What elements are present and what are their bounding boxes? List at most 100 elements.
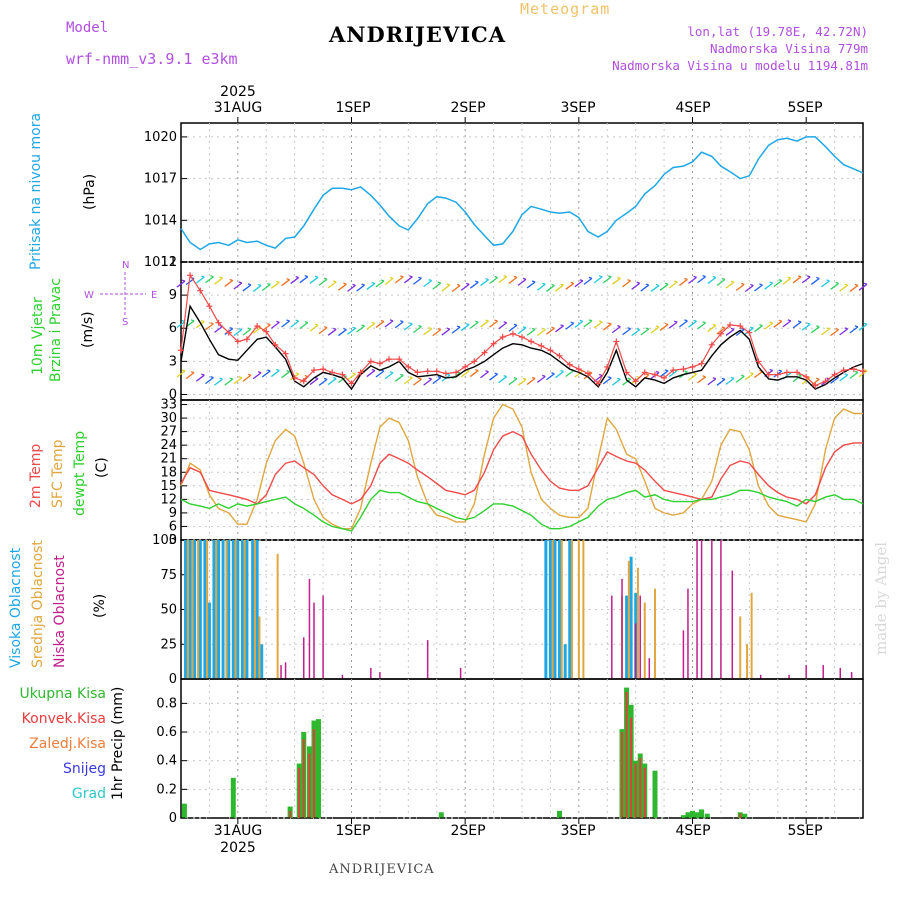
wind-barb-head <box>276 368 280 372</box>
wind-barb <box>764 322 774 330</box>
cloud-high-bar <box>227 540 231 679</box>
wind-barb <box>214 325 223 333</box>
wind-barb-head <box>304 275 308 278</box>
wind-barb-head <box>816 325 820 328</box>
precip-convective-bar <box>634 763 637 818</box>
wind-barb <box>659 283 669 291</box>
cloud-low-bar <box>788 674 790 679</box>
wind-barb-head <box>806 322 811 325</box>
wind-barb-head <box>446 283 451 286</box>
wind-barb-head <box>560 324 564 327</box>
wind-barb-head <box>522 277 527 281</box>
cloud-high-bar <box>188 540 192 679</box>
wind-barb <box>242 328 252 336</box>
wind-barb <box>366 282 376 290</box>
bottom-axis-day-4: 4SEP <box>675 823 711 839</box>
y-tick-label: 100 <box>152 533 177 548</box>
wind-barb <box>773 320 783 328</box>
y-tick-label: 1020 <box>144 130 177 145</box>
wind-barb-head <box>503 321 507 324</box>
wind-barb-head <box>778 369 782 372</box>
wind-barb-head <box>693 319 697 322</box>
bottom-axis-year: 2025 <box>220 840 256 856</box>
y-tick-label: 25 <box>160 637 177 652</box>
wind-barb <box>195 321 205 329</box>
model-label: Model <box>66 20 109 36</box>
wind-barb <box>640 284 650 292</box>
cloud-mid-bar <box>560 540 563 679</box>
cloud-high-bar <box>184 540 188 679</box>
cloud-mid-bar <box>627 560 630 679</box>
wind-barb-head <box>352 372 356 375</box>
cloud-low-bar <box>341 674 344 679</box>
wind-barb <box>801 276 811 284</box>
wind-barb <box>281 371 290 379</box>
wind-barb-head <box>485 277 489 281</box>
wind-barb <box>261 370 271 378</box>
y-tick-label: 9 <box>169 506 177 521</box>
wind-barb <box>460 370 470 378</box>
cloud-mid-bar <box>551 540 554 679</box>
wind-barb-head <box>797 374 802 377</box>
wind-barb-head <box>608 275 612 278</box>
wind-barb-head <box>835 281 839 285</box>
cloud-low-bar <box>379 672 381 679</box>
wind-barb-head <box>257 283 262 287</box>
wind-barb <box>460 324 470 332</box>
wind-barb <box>735 375 745 383</box>
wind-barb-head <box>465 282 470 286</box>
wind-barb <box>508 324 518 332</box>
cloud-high-bar <box>553 540 557 679</box>
wind-barb <box>810 277 820 285</box>
wind-barb-head <box>684 370 688 373</box>
cloud-high-bar <box>236 540 240 679</box>
y-tick-label: 27 <box>160 425 177 440</box>
wind-barb-head <box>655 325 660 328</box>
wind-barb <box>469 321 479 329</box>
wind-barb <box>839 374 849 382</box>
wind-barb <box>423 280 433 288</box>
wind-barb <box>432 282 442 290</box>
wind-barb <box>480 279 489 287</box>
wind-barb <box>555 371 564 379</box>
wind-barb-head <box>750 283 754 287</box>
wind-barb <box>707 378 717 386</box>
y-tick-label: 6 <box>169 321 177 336</box>
wind-barb <box>205 276 214 284</box>
wind-barb-head <box>323 326 328 329</box>
wind-barb-head <box>418 324 422 328</box>
wind-barb <box>735 283 745 291</box>
wind-barb <box>593 276 603 284</box>
precip-convective-bar <box>630 717 633 818</box>
wind-barb-head <box>201 275 205 278</box>
wind-barb-head <box>542 327 546 331</box>
wind-barb <box>830 329 839 337</box>
wind-barb-head <box>323 377 328 380</box>
wind-barb-head <box>627 377 631 380</box>
wind-barb <box>650 284 660 292</box>
wind-barb-head <box>247 283 252 286</box>
wind-barb-head <box>617 276 621 279</box>
wind-barb <box>565 370 575 378</box>
wind-barb <box>839 328 849 336</box>
wind-barb-head <box>304 321 308 324</box>
precip-convective-bar <box>643 767 646 818</box>
wind-barb <box>744 284 754 292</box>
wind-barb <box>252 372 262 380</box>
compass-s: S <box>122 317 128 328</box>
wind-barb-head <box>863 322 868 325</box>
elevation-info: Nadmorska Visina 779m <box>709 41 868 56</box>
wind-barb-head <box>854 283 859 287</box>
wind-barb <box>810 326 820 334</box>
wind-barb-head <box>531 280 536 283</box>
wind-barb-head <box>389 276 394 280</box>
wind-barb <box>489 373 498 381</box>
wind-barb-head <box>673 280 678 283</box>
wind-barb-head <box>389 319 394 322</box>
wind-barb <box>338 283 347 291</box>
y-tick-label: 0 <box>169 672 177 687</box>
wind-barb-head <box>531 376 536 380</box>
wind-barb-head <box>702 375 706 378</box>
y-tick-label: 18 <box>160 465 177 480</box>
